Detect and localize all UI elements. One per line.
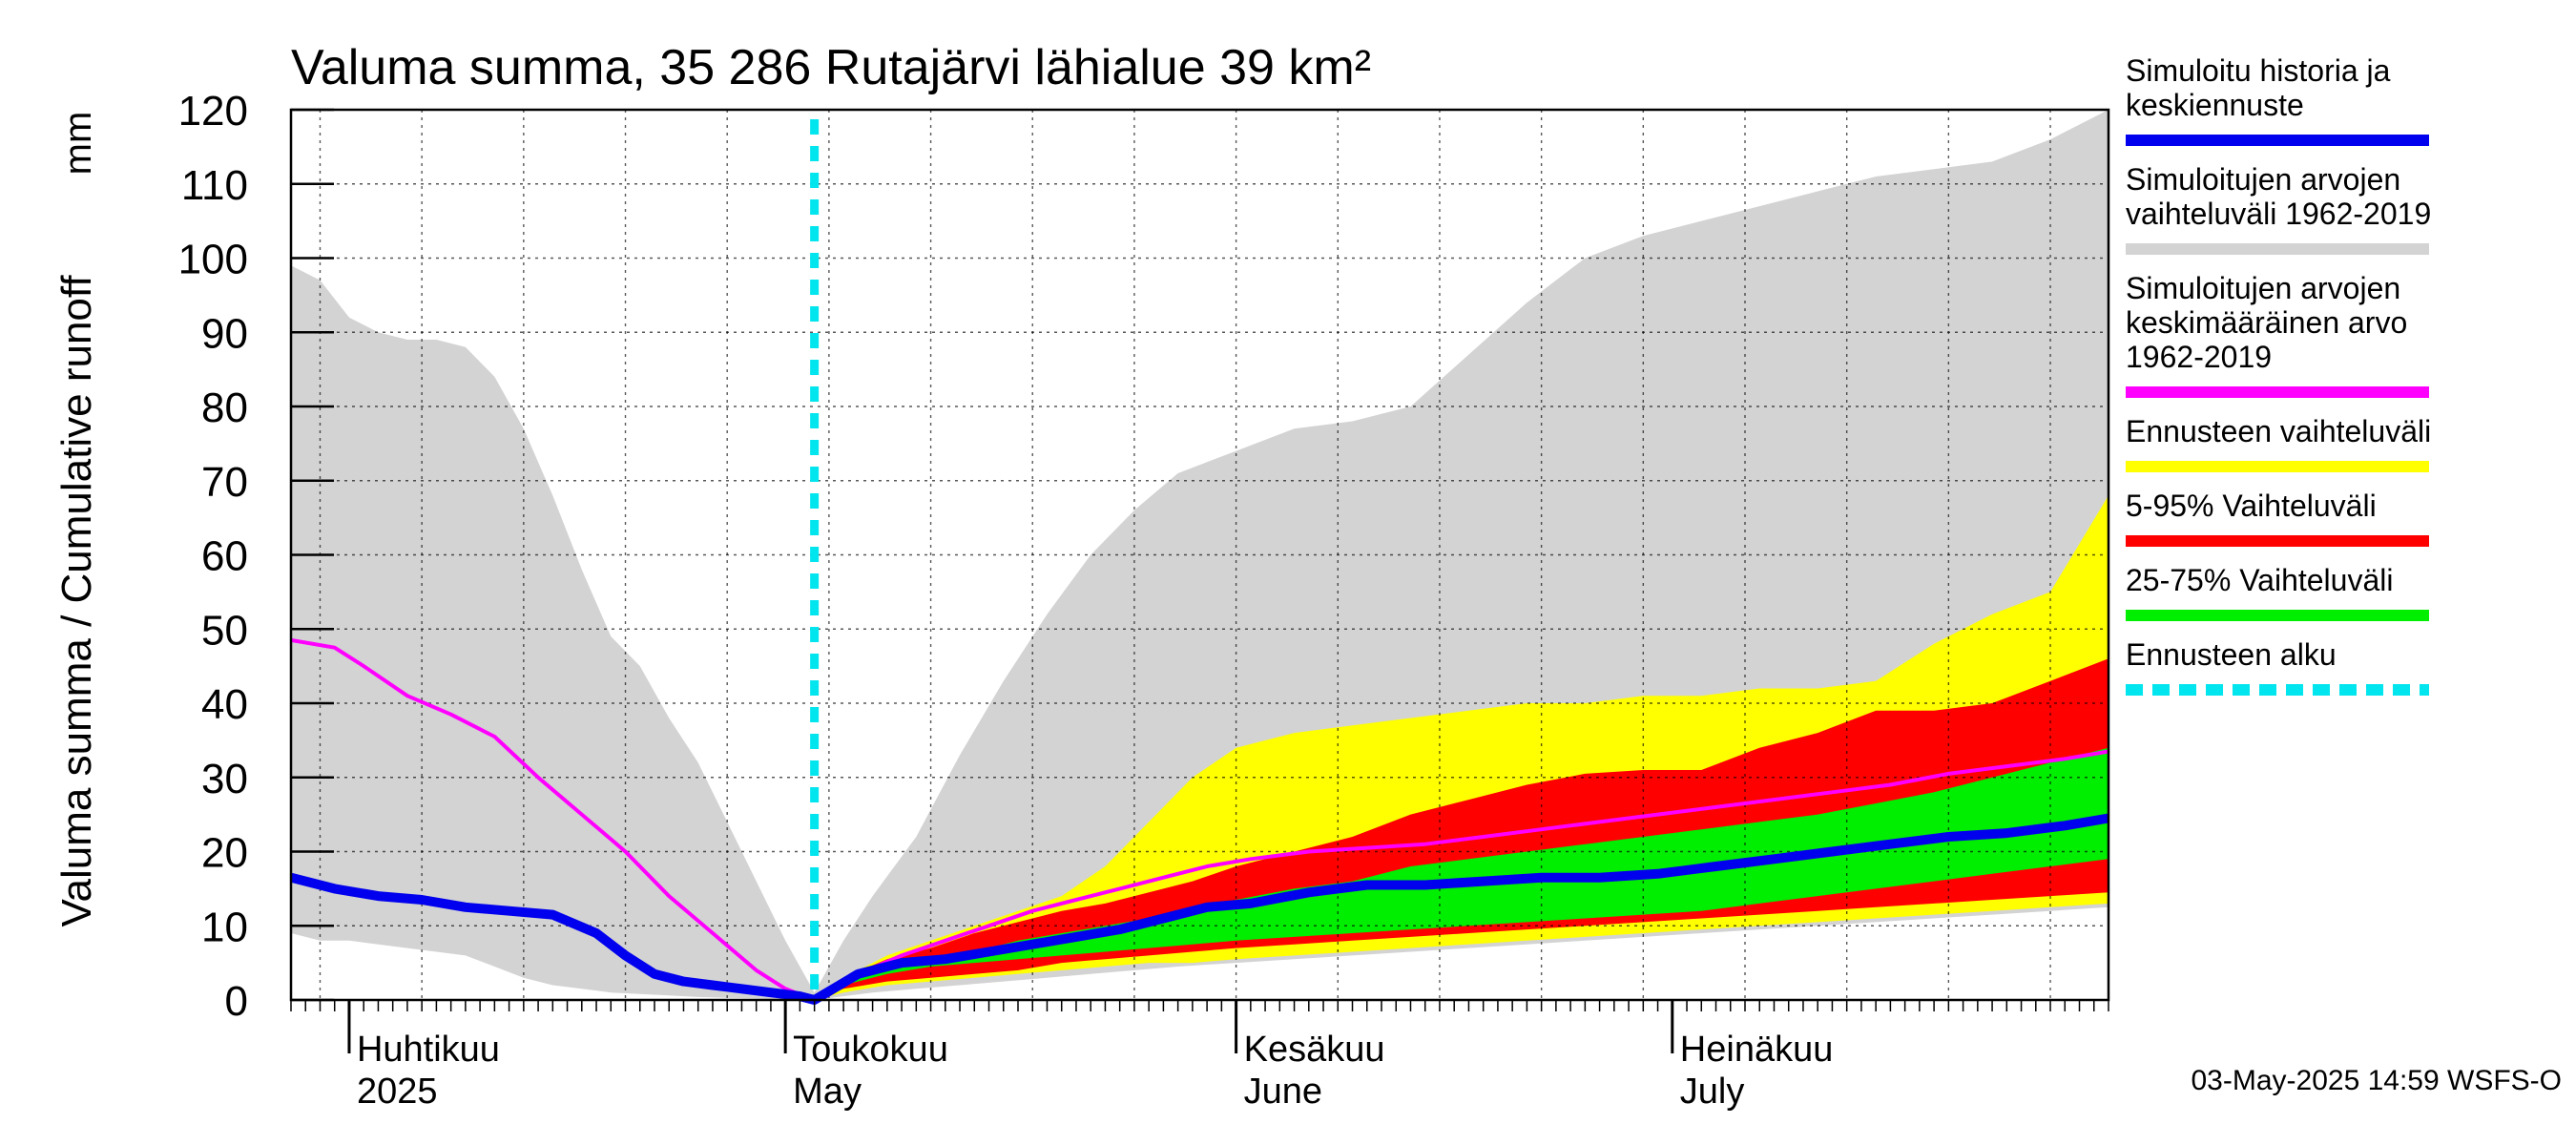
band-5-95: [814, 658, 2109, 1000]
y-tick-label: 40: [201, 681, 248, 728]
legend-text-hist_mean: Simuloitujen arvojen: [2126, 271, 2400, 305]
x-month-label-en: 2025: [357, 1072, 438, 1112]
line-history: [289, 813, 2109, 1005]
y-tick-label: 10: [201, 904, 248, 950]
legend-text-p25_75: 25-75% Vaihteluväli: [2126, 563, 2393, 597]
line-hist-mean: [290, 637, 2109, 1002]
band-25-75: [814, 747, 2109, 1000]
x-month-label: Huhtikuu: [357, 1030, 500, 1070]
x-month-label: Toukokuu: [793, 1030, 948, 1070]
legend-text-fc_start: Ennusteen alku: [2126, 637, 2337, 672]
legend-text-history: keskiennuste: [2126, 88, 2304, 122]
y-tick-label: 100: [178, 237, 248, 283]
legend-text-hist_range: vaihteluväli 1962-2019: [2126, 197, 2431, 231]
y-tick-label: 20: [201, 830, 248, 877]
legend-text-hist_range: Simuloitujen arvojen: [2126, 162, 2400, 197]
legend-text-history: Simuloitu historia ja: [2126, 53, 2391, 88]
y-tick-label: 50: [201, 607, 248, 654]
axes: 0 10 20 30 40 50 60 70 80 90 100 110 120 Huhtikuu2025…: [178, 88, 2110, 1112]
chart-title: Valuma summa, 35 286 Rutajärvi lähialue …: [291, 40, 1371, 95]
timestamp: 03-May-2025 14:59 WSFS-O: [2192, 1065, 2563, 1096]
y-tick-label: 60: [201, 533, 248, 580]
y-tick-label: 30: [201, 756, 248, 802]
y-axis-unit: mm: [57, 112, 99, 176]
y-tick-label: 80: [201, 385, 248, 431]
x-month-label-en: July: [1680, 1072, 1745, 1112]
y-tick-label: 110: [181, 162, 248, 209]
x-month-label-en: June: [1244, 1072, 1322, 1112]
y-tick-label: 90: [201, 310, 248, 357]
y-axis-label: Valuma summa / Cumulative runoff: [53, 275, 100, 927]
legend-text-hist_mean: keskimääräinen arvo: [2126, 305, 2407, 340]
y-tick-label: 0: [225, 978, 248, 1025]
y-tick-label: 120: [178, 88, 248, 135]
plot-area: [289, 109, 2109, 1005]
y-tick-label: 70: [201, 459, 248, 506]
legend-text-hist_mean: 1962-2019: [2126, 340, 2272, 374]
x-month-label-en: May: [793, 1072, 862, 1112]
legend-text-p5_95: 5-95% Vaihteluväli: [2126, 489, 2377, 523]
legend-text-fc_range: Ennusteen vaihteluväli: [2126, 414, 2431, 448]
x-month-label: Heinäkuu: [1680, 1030, 1834, 1070]
x-month-label: Kesäkuu: [1244, 1030, 1385, 1070]
